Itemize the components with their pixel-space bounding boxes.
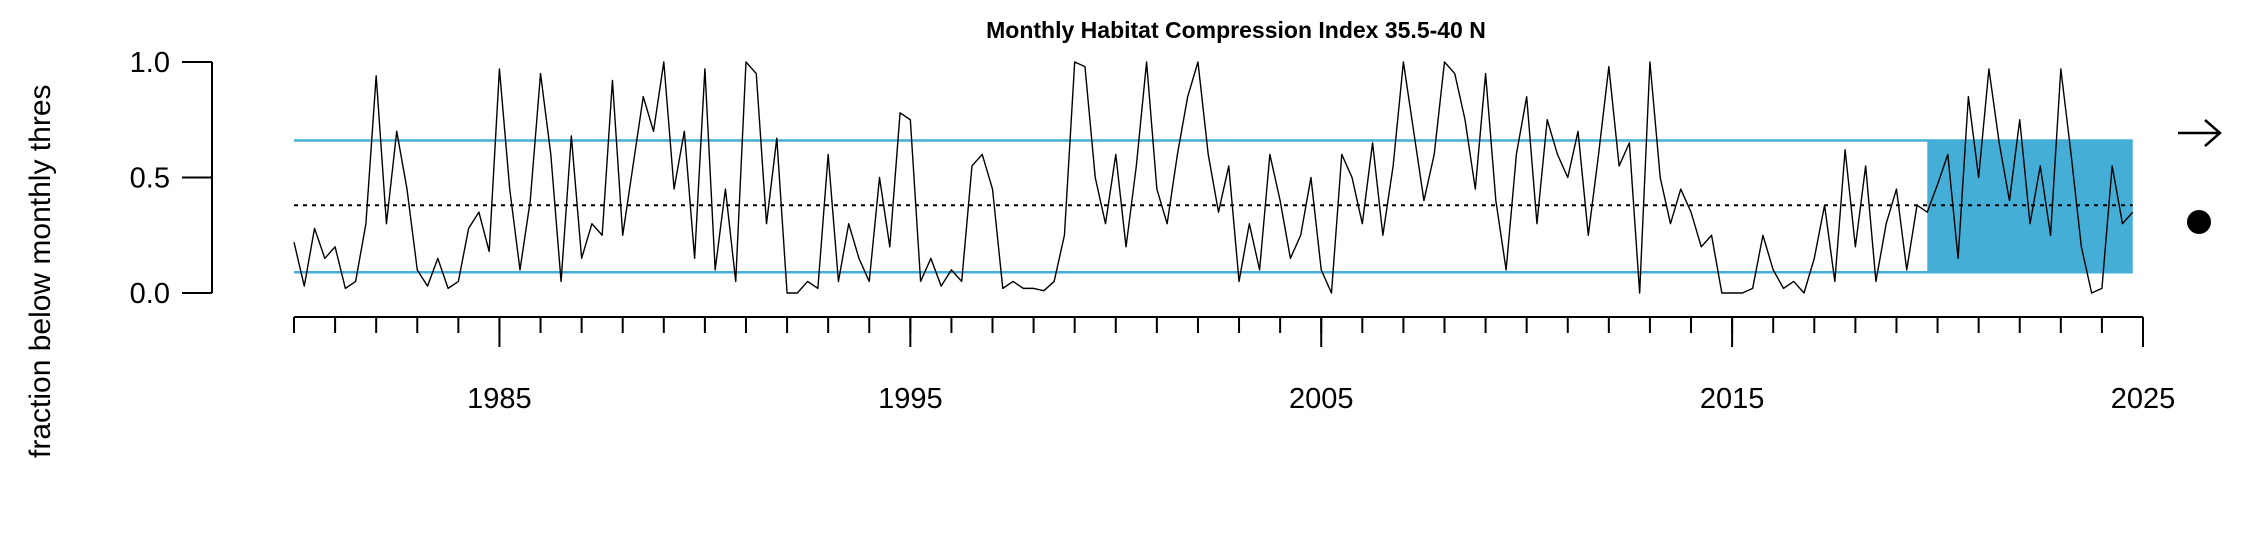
x-tick-label: 1995 xyxy=(878,383,943,415)
chart-title: Monthly Habitat Compression Index 35.5-4… xyxy=(986,17,1486,43)
x-tick-label: 2025 xyxy=(2111,383,2176,415)
series-line xyxy=(293,61,2134,294)
y-tick-label: 0.5 xyxy=(130,163,170,195)
x-tick-label: 2005 xyxy=(1289,383,1354,415)
y-tick-label: 0.0 xyxy=(130,278,170,310)
x-tick-label: 1985 xyxy=(467,383,532,415)
arrow-head xyxy=(2204,119,2222,147)
y-tick-label: 1.0 xyxy=(130,47,170,79)
y-axis-label: fraction below monthly thres xyxy=(24,84,57,458)
trend-arrow xyxy=(2178,119,2222,147)
mean-dot xyxy=(2187,210,2211,234)
x-tick-label: 2015 xyxy=(1700,383,1765,415)
